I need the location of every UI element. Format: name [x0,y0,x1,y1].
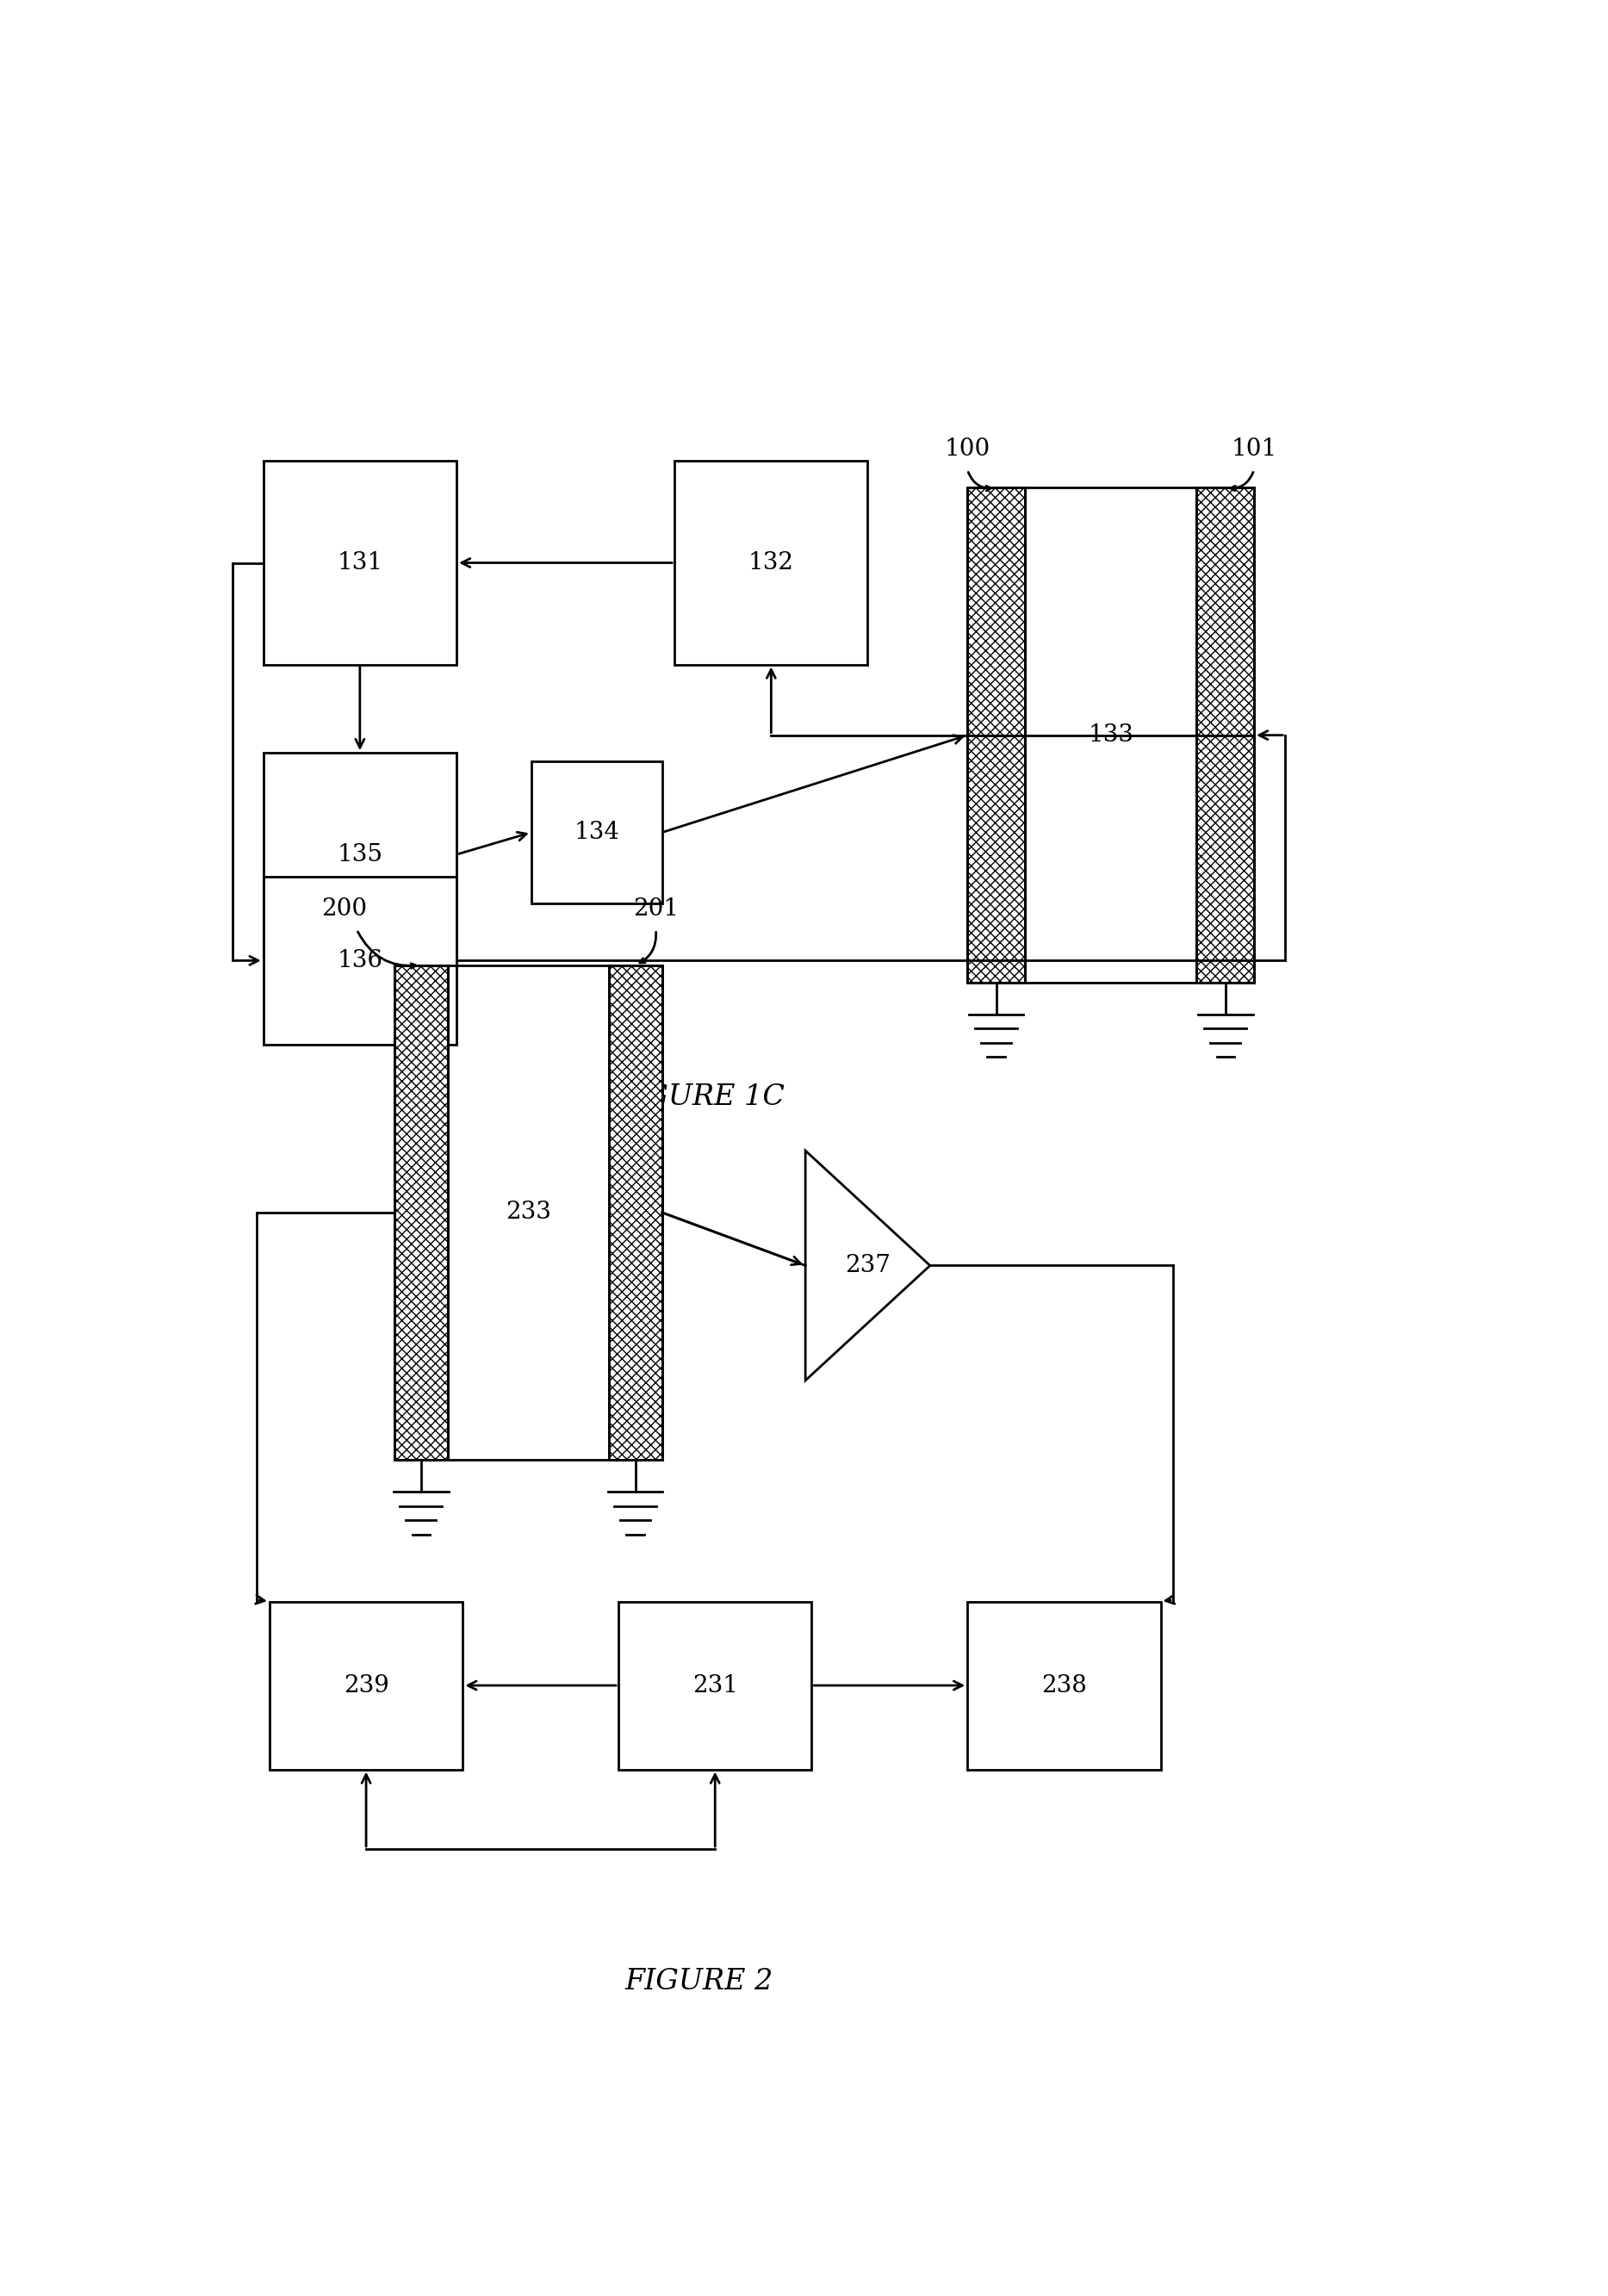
Text: 239: 239 [344,1674,389,1697]
Text: 132: 132 [748,551,794,574]
Text: 201: 201 [634,898,679,921]
Text: 233: 233 [505,1201,552,1224]
Bar [394,964,662,1460]
Bar [968,487,1254,983]
Bar [270,1603,463,1770]
Text: 237: 237 [844,1254,891,1277]
Bar [264,753,457,955]
Text: 131: 131 [338,551,383,574]
Polygon shape [806,1150,929,1380]
Text: 238: 238 [1042,1674,1087,1697]
Bar [394,964,447,1460]
Bar [968,487,1024,983]
Bar [264,461,457,664]
Text: FIGURE 1C: FIGURE 1C [614,1084,785,1111]
Bar [608,964,662,1460]
Bar [531,762,662,902]
Text: 136: 136 [338,948,383,971]
Text: 200: 200 [322,898,367,921]
Text: 100: 100 [944,439,991,461]
Text: 101: 101 [1232,439,1277,461]
Bar [1196,487,1254,983]
Text: FIGURE 2: FIGURE 2 [626,1968,773,1995]
Text: 135: 135 [338,843,383,866]
Bar [968,487,1254,983]
Text: 231: 231 [691,1674,738,1697]
Bar [968,1603,1161,1770]
Bar [394,964,662,1460]
Bar [619,1603,812,1770]
Bar [675,461,868,664]
Bar [264,877,457,1045]
Text: 134: 134 [574,820,619,845]
Text: 133: 133 [1089,723,1134,746]
